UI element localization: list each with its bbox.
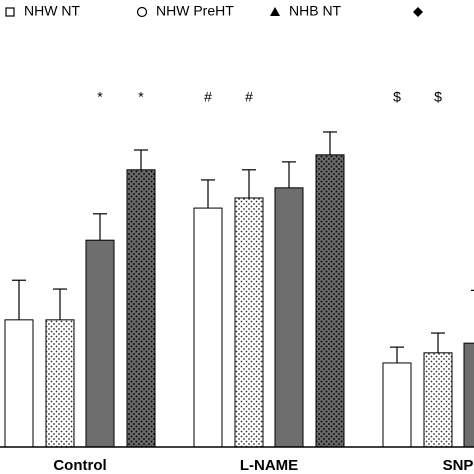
bar <box>315 154 345 448</box>
bar <box>126 169 156 448</box>
legend-marker <box>136 6 148 18</box>
bar <box>4 319 34 448</box>
legend-label: NHW NT <box>24 3 80 19</box>
legend-label: NHB NT <box>289 3 342 19</box>
bar <box>423 352 453 448</box>
bar <box>274 187 304 448</box>
annotation: $ <box>434 89 442 105</box>
x-tick-label: L-NAME <box>240 457 298 474</box>
x-tick-label: SNP <box>443 457 474 474</box>
annotation: $ <box>393 89 401 105</box>
bar <box>45 319 75 448</box>
x-tick-label: Control <box>53 457 106 474</box>
legend-marker <box>5 7 15 17</box>
legend-label: NHW PreHT <box>156 3 234 19</box>
bar <box>85 239 115 448</box>
annotation: * <box>97 89 103 105</box>
annotation: * <box>138 89 144 105</box>
bar <box>234 197 264 448</box>
legend-marker <box>413 7 423 17</box>
legend-marker <box>270 7 280 16</box>
annotation: # <box>204 89 212 105</box>
bar <box>193 207 223 448</box>
annotation: # <box>245 89 253 105</box>
bar <box>382 362 412 448</box>
bar <box>463 342 474 448</box>
